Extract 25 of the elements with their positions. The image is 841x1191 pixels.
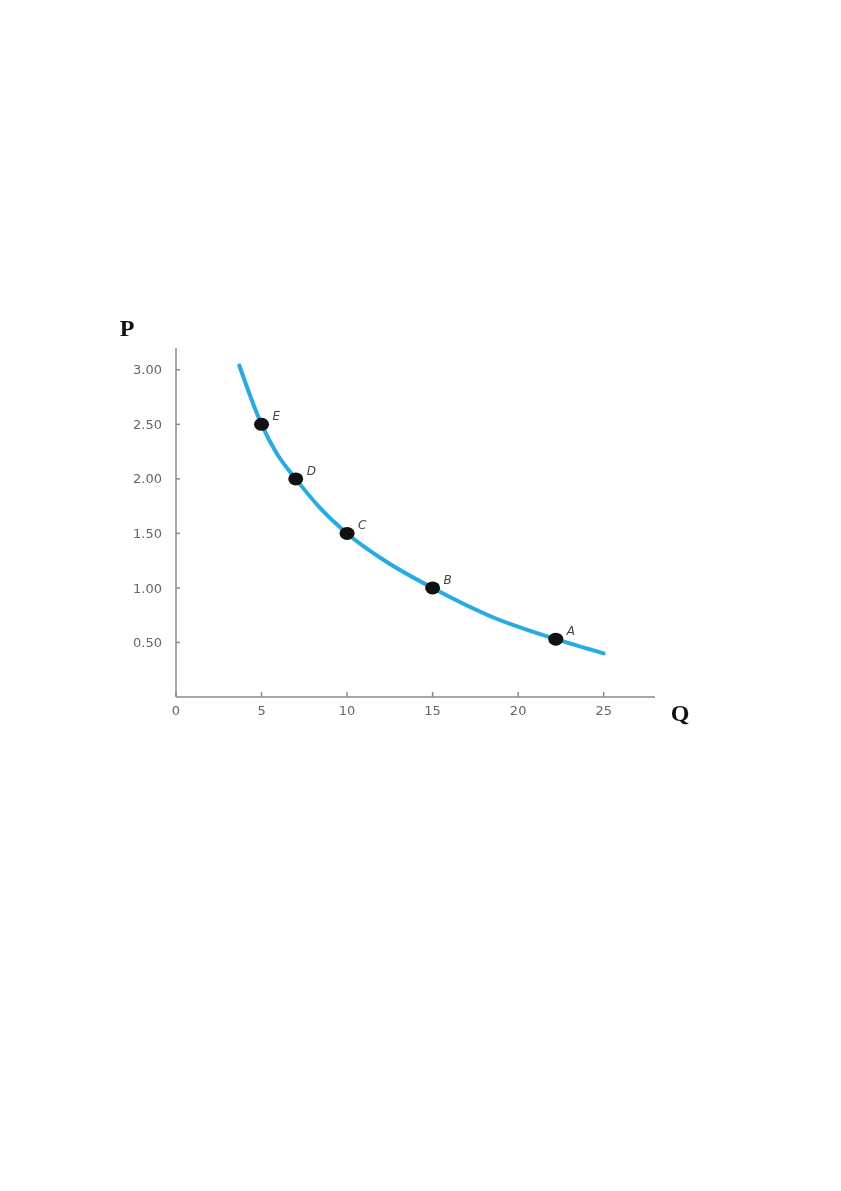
annotation: A (565, 624, 575, 639)
y-tick-label: 0.50 (133, 635, 162, 651)
x-tick-label: 20 (509, 703, 527, 719)
annotation: E (272, 409, 281, 424)
point (548, 632, 564, 646)
x-tick-label: 15 (424, 703, 441, 719)
point (254, 417, 270, 431)
y-tick-label: 2.50 (133, 416, 162, 432)
y-axis-title: P (119, 315, 135, 341)
point (339, 526, 355, 540)
annotation: D (306, 463, 316, 478)
x-tick-label: 0 (171, 703, 181, 719)
x-tick-label: 5 (257, 703, 266, 719)
x-axis-title: Q (670, 700, 690, 726)
y-tick-label: 1.00 (133, 580, 162, 596)
y-tick-label: 2.00 (133, 471, 162, 487)
point (288, 472, 304, 486)
annotation: B (443, 572, 452, 587)
point (425, 581, 441, 595)
y-tick-label: 3.00 (133, 362, 162, 378)
x-tick-label: 25 (595, 703, 612, 719)
annotation: C (358, 518, 368, 533)
y-tick-label: 1.50 (133, 526, 162, 542)
x-tick-label: 10 (338, 703, 356, 719)
line-series (237, 363, 606, 656)
